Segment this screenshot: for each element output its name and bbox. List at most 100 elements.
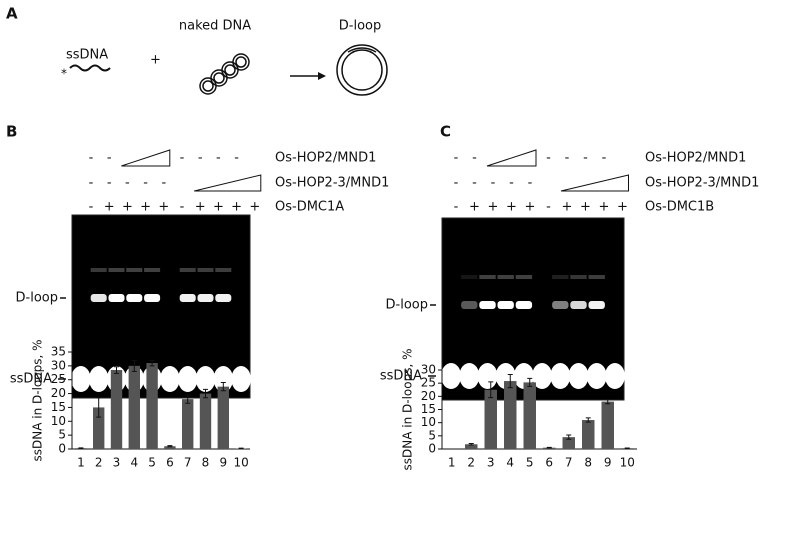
sign: - [180, 200, 185, 215]
sign: + [140, 200, 151, 215]
label: * [61, 67, 67, 81]
y-tick-label: 25 [421, 376, 436, 390]
sign: - [565, 151, 570, 166]
gel-band [144, 294, 161, 302]
sign: + [562, 200, 573, 215]
ssdna-band [160, 366, 180, 392]
sign: - [546, 151, 551, 166]
error-bar [527, 377, 533, 387]
error-bar [566, 434, 572, 440]
x-tick-label: 6 [166, 456, 174, 470]
row-label: Os-HOP2-3/MND1 [275, 176, 389, 191]
sign: - [107, 151, 112, 166]
gel-label: D-loop [386, 298, 428, 313]
gel-band [90, 294, 107, 302]
y-tick-label: 5 [428, 428, 436, 442]
y-axis-label: ssDNA in D-loops, % [401, 349, 415, 471]
ssdna-band [459, 363, 480, 389]
error-bar [238, 447, 244, 450]
gel-band-faint [144, 268, 161, 272]
panel-label: A [6, 5, 18, 23]
gel-band [588, 301, 605, 309]
gel-band [215, 294, 232, 302]
gel-band-faint [570, 275, 587, 279]
sign: - [454, 151, 459, 166]
gel-band [108, 294, 125, 302]
gel-band-faint [515, 275, 533, 279]
error-bar [468, 442, 474, 446]
sign: - [89, 200, 94, 215]
y-tick-label: 30 [421, 363, 436, 377]
error-bar [624, 447, 630, 449]
error-bar [585, 417, 591, 423]
gel-band-faint [197, 268, 214, 272]
x-tick-label: 4 [130, 456, 138, 470]
x-tick-label: 10 [233, 456, 248, 470]
x-tick-label: 2 [95, 456, 103, 470]
error-bar [203, 388, 208, 399]
x-tick-label: 8 [202, 456, 210, 470]
sign: - [180, 151, 185, 166]
y-tick-label: 0 [58, 442, 66, 456]
error-bar [220, 381, 226, 392]
sign: - [602, 151, 607, 166]
titration-triangle [194, 174, 262, 192]
x-tick-label: 4 [506, 456, 514, 470]
gel-band-faint [588, 275, 605, 279]
sign: + [617, 200, 628, 215]
sign: - [107, 176, 112, 191]
gel-band [126, 294, 143, 302]
x-tick-label: 7 [184, 456, 192, 470]
bar [601, 401, 614, 449]
ssdna-band [532, 363, 553, 389]
y-tick-label: 15 [421, 402, 436, 416]
error-bar [507, 373, 513, 389]
x-tick-label: 2 [467, 456, 475, 470]
gel-band [570, 301, 587, 309]
sign: - [89, 176, 94, 191]
x-tick-label: 9 [604, 456, 612, 470]
error-bar [131, 359, 137, 372]
ssdna-band [568, 363, 589, 389]
x-tick-label: 3 [487, 456, 495, 470]
row-label: Os-DMC1B [645, 200, 714, 215]
x-tick-label: 9 [219, 456, 227, 470]
titration-triangle [121, 149, 171, 167]
bar [504, 381, 517, 449]
y-tick-label: 0 [428, 442, 436, 456]
row-label: Os-HOP2-3/MND1 [645, 176, 759, 191]
gel-band-faint [552, 275, 569, 279]
x-tick-label: 1 [448, 456, 456, 470]
ssdna-band [586, 363, 607, 389]
sign: - [509, 176, 514, 191]
sign: - [472, 176, 477, 191]
ssdna-band [604, 363, 625, 389]
ssdna-band [195, 366, 216, 392]
bar [582, 420, 595, 449]
bar [110, 370, 123, 449]
sign: + [249, 200, 260, 215]
sign: - [216, 151, 221, 166]
sign: - [89, 151, 94, 166]
row-label: Os-DMC1A [275, 200, 344, 215]
ssdna-band [213, 366, 234, 392]
sign: + [469, 200, 480, 215]
x-tick-label: 5 [526, 456, 534, 470]
gel-band [497, 301, 514, 309]
ssdna-band [550, 363, 571, 389]
x-tick-label: 7 [565, 456, 573, 470]
error-bar [185, 394, 191, 404]
sign: - [234, 151, 239, 166]
sign: + [195, 200, 206, 215]
gel-band-faint [461, 275, 478, 279]
gel-label: D-loop [16, 291, 58, 306]
ssdna-strand [69, 64, 111, 72]
gel-band [515, 301, 533, 309]
error-bar [167, 445, 173, 448]
gel-band-faint [215, 268, 232, 272]
sign: - [125, 176, 130, 191]
sign: - [143, 176, 148, 191]
gel-band [461, 301, 478, 309]
sign: - [161, 176, 166, 191]
